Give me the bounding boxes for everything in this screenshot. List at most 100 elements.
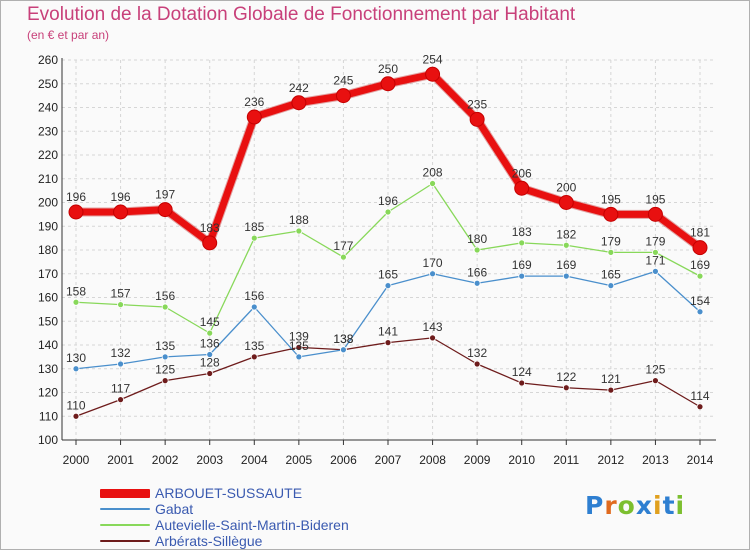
- x-tick-label: 2009: [464, 453, 491, 467]
- x-tick-label: 2007: [375, 453, 402, 467]
- data-label: 135: [155, 339, 175, 353]
- data-point: [113, 204, 129, 220]
- data-label: 254: [423, 52, 443, 66]
- data-point: [206, 370, 214, 377]
- data-label: 143: [423, 320, 443, 334]
- data-label: 132: [111, 346, 131, 360]
- y-tick-label: 250: [38, 77, 58, 91]
- legend: ARBOUET-SUSSAUTE Gabat Autevielle-Saint-Ma…: [100, 485, 460, 549]
- data-point: [250, 353, 258, 361]
- data-point: [384, 339, 392, 347]
- data-label: 183: [512, 225, 532, 239]
- data-label: 124: [512, 365, 532, 379]
- legend-label: Arbérats-Sillègue: [155, 533, 263, 549]
- data-label: 208: [423, 166, 443, 180]
- legend-swatch: [100, 508, 150, 510]
- data-point: [250, 234, 258, 242]
- data-label: 141: [378, 325, 398, 339]
- data-point: [291, 95, 307, 111]
- data-point: [607, 282, 615, 290]
- data-label: 196: [66, 190, 86, 204]
- data-label: 138: [333, 332, 353, 346]
- data-label: 154: [690, 294, 710, 308]
- data-label: 117: [111, 382, 130, 396]
- y-tick-label: 140: [38, 338, 58, 352]
- data-point: [340, 346, 347, 354]
- legend-label: Autevielle-Saint-Martin-Bideren: [155, 517, 349, 533]
- data-point: [429, 334, 436, 342]
- data-label: 156: [244, 289, 264, 303]
- data-label: 250: [378, 62, 398, 76]
- data-point: [652, 267, 659, 275]
- y-tick-label: 150: [38, 314, 58, 328]
- data-point: [518, 239, 526, 247]
- x-tick-label: 2000: [63, 453, 90, 467]
- data-label: 200: [556, 181, 576, 195]
- x-tick-label: 2014: [687, 453, 714, 467]
- legend-item: Autevielle-Saint-Martin-Bideren: [100, 517, 460, 533]
- axes: [61, 58, 716, 445]
- data-point: [696, 308, 704, 316]
- data-label: 157: [111, 287, 131, 301]
- data-label: 196: [378, 194, 398, 208]
- data-label: 188: [289, 213, 309, 227]
- data-point: [473, 279, 481, 287]
- data-label: 121: [601, 372, 621, 386]
- data-point: [696, 403, 704, 411]
- data-point: [473, 360, 481, 368]
- y-tick-label: 100: [38, 433, 58, 447]
- data-point: [68, 204, 84, 220]
- data-label: 181: [690, 226, 710, 240]
- y-tick-label: 220: [38, 148, 58, 162]
- tick-labels: 100 110 120 130 140 150 160 170 180 190 200 210 220 2…: [38, 53, 714, 467]
- data-label: 196: [111, 190, 131, 204]
- legend-swatch: [100, 489, 150, 498]
- data-point: [469, 111, 485, 127]
- data-label: 122: [556, 370, 576, 384]
- data-point: [335, 88, 351, 104]
- data-label: 179: [601, 234, 621, 248]
- data-point: [340, 253, 347, 261]
- data-label: 183: [200, 221, 220, 235]
- y-tick-label: 130: [38, 362, 58, 376]
- data-point: [250, 303, 258, 311]
- legend-item: Arbérats-Sillègue: [100, 533, 460, 549]
- data-point: [518, 379, 526, 387]
- data-label: 136: [200, 337, 220, 351]
- data-point: [161, 303, 169, 311]
- y-tick-label: 120: [38, 386, 58, 400]
- x-tick-label: 2008: [419, 453, 446, 467]
- data-point: [157, 202, 173, 218]
- chart-title: Evolution de la Dotation Globale de Fonc…: [27, 4, 576, 25]
- data-label: 110: [66, 398, 85, 412]
- data-point: [384, 282, 392, 290]
- data-point: [202, 235, 218, 251]
- data-point: [117, 301, 124, 309]
- x-tick-label: 2012: [598, 453, 625, 467]
- data-label: 128: [200, 356, 220, 370]
- data-label: 179: [645, 234, 665, 248]
- data-label: 169: [556, 258, 576, 272]
- data-point: [607, 386, 615, 394]
- data-label: 171: [645, 253, 665, 267]
- x-tick-label: 2001: [107, 453, 134, 467]
- x-tick-label: 2006: [330, 453, 357, 467]
- data-label: 165: [601, 268, 621, 282]
- data-point: [117, 396, 124, 404]
- x-tick-label: 2002: [152, 453, 179, 467]
- line-chart: 100 110 120 130 140 150 160 170 180 190 200 210 220 2…: [38, 52, 716, 467]
- data-label: 197: [155, 188, 175, 202]
- x-tick-label: 2004: [241, 453, 268, 467]
- y-tick-label: 240: [38, 101, 58, 115]
- y-tick-label: 110: [39, 409, 58, 423]
- data-point: [562, 272, 570, 280]
- data-label: 166: [467, 265, 487, 279]
- data-label: 195: [645, 192, 665, 206]
- data-label: 145: [200, 315, 220, 329]
- x-tick-label: 2011: [553, 453, 579, 467]
- data-label: 245: [333, 74, 353, 88]
- series-points: [68, 66, 708, 420]
- data-point: [295, 227, 303, 235]
- legend-swatch: [100, 524, 150, 526]
